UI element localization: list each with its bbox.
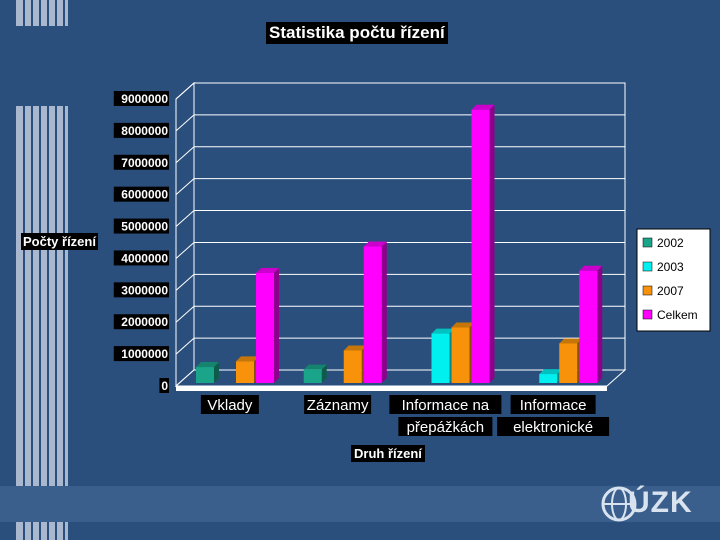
y-tick-label: 2000000 — [121, 315, 168, 329]
gridline-side — [175, 242, 195, 259]
bar-Celkem-2 — [471, 109, 490, 383]
chart-floor-edge — [176, 386, 607, 391]
bar-2007-3 — [559, 343, 578, 383]
y-tick-label: 0 — [161, 379, 168, 393]
y-tick-label-bg — [113, 346, 169, 362]
bar-top — [539, 369, 563, 375]
x-tick-label: přepážkách — [407, 419, 485, 436]
bar-2003-3 — [539, 374, 558, 383]
bar-top — [451, 322, 475, 328]
bar-Celkem-0 — [256, 272, 274, 383]
y-tick-label-bg — [113, 122, 169, 138]
x-tick-label-bg — [200, 395, 259, 414]
bar-2002-1 — [303, 369, 322, 383]
bar-2007-2 — [451, 327, 470, 383]
legend-label: 2007 — [657, 284, 684, 298]
bar-side — [381, 241, 387, 383]
y-tick-label: 5000000 — [121, 220, 168, 234]
bar-top — [196, 362, 219, 368]
bar-Celkem-1 — [363, 246, 382, 383]
y-tick-label: 8000000 — [121, 124, 168, 138]
y-tick-label-bg — [113, 91, 169, 106]
bar-top — [236, 356, 259, 362]
legend-swatch — [642, 309, 653, 320]
x-axis-title: Druh řízení — [351, 445, 425, 462]
gridline-side — [175, 82, 195, 100]
y-axis-title: Počty řízení — [21, 233, 98, 250]
y-tick-label-bg — [113, 282, 169, 298]
gridline-side — [175, 337, 195, 355]
bar-side — [321, 364, 327, 383]
bar-side — [274, 267, 279, 383]
y-tick-label: 4000000 — [121, 251, 168, 265]
bar-side — [489, 104, 495, 383]
bar-top — [431, 328, 455, 334]
x-tick-label-bg — [398, 417, 493, 436]
y-tick-label: 6000000 — [121, 188, 168, 202]
bar-top — [363, 241, 387, 247]
y-tick-label: 9000000 — [121, 92, 168, 106]
gridline-side — [175, 146, 195, 164]
bar-2003-2 — [431, 333, 450, 383]
y-tick-label-bg — [113, 186, 169, 202]
x-tick-label-bg — [497, 417, 610, 436]
logo-text: ÚZK — [628, 486, 693, 519]
y-tick-label: 3000000 — [121, 283, 168, 297]
bar-2002-0 — [196, 367, 214, 383]
bar-top — [256, 267, 279, 273]
chart-title: Statistika počtu řízení — [266, 22, 448, 44]
x-tick-label: Vklady — [207, 397, 253, 414]
y-tick-label-bg — [113, 218, 169, 234]
legend-label: 2002 — [657, 236, 684, 250]
chart-plot: 0 1000000 2000000 3000000 4000000 5000000 6000… — [113, 81, 711, 436]
bar-top — [343, 345, 367, 351]
y-tick-label: 7000000 — [121, 156, 168, 170]
bar-side — [597, 265, 603, 383]
bar-top — [559, 338, 583, 344]
bar-2007-1 — [343, 350, 362, 383]
globe-icon — [601, 486, 637, 522]
x-tick-label-bg — [510, 395, 596, 414]
y-tick-label-bg — [113, 154, 169, 170]
bar-top — [303, 364, 327, 370]
x-tick-label-bg — [389, 395, 502, 414]
y-tick-label: 1000000 — [121, 347, 168, 361]
bar-Celkem-3 — [579, 270, 598, 383]
legend-label: 2003 — [657, 260, 684, 274]
gridline-side — [175, 178, 195, 196]
x-tick-label: Informace — [520, 397, 587, 414]
legend-swatch — [642, 237, 653, 248]
bar-top — [579, 265, 603, 271]
gridline-side — [175, 114, 195, 132]
legend-swatch — [642, 285, 653, 296]
x-tick-label-bg — [304, 395, 372, 414]
bar-top — [471, 104, 495, 110]
x-tick-label: elektronické — [513, 419, 593, 436]
legend-label: Celkem — [657, 308, 698, 322]
x-tick-label: Záznamy — [307, 397, 369, 414]
y-tick-label-bg — [113, 314, 169, 330]
gridline-side — [175, 210, 195, 227]
y-tick-label-bg — [159, 378, 169, 393]
legend-swatch — [642, 261, 653, 272]
x-tick-label: Informace na — [402, 397, 490, 414]
bar-2007-0 — [236, 361, 254, 383]
bar-side — [214, 362, 219, 383]
gridline-side — [175, 273, 195, 291]
y-tick-label-bg — [113, 250, 169, 266]
gridline-side — [175, 305, 195, 323]
